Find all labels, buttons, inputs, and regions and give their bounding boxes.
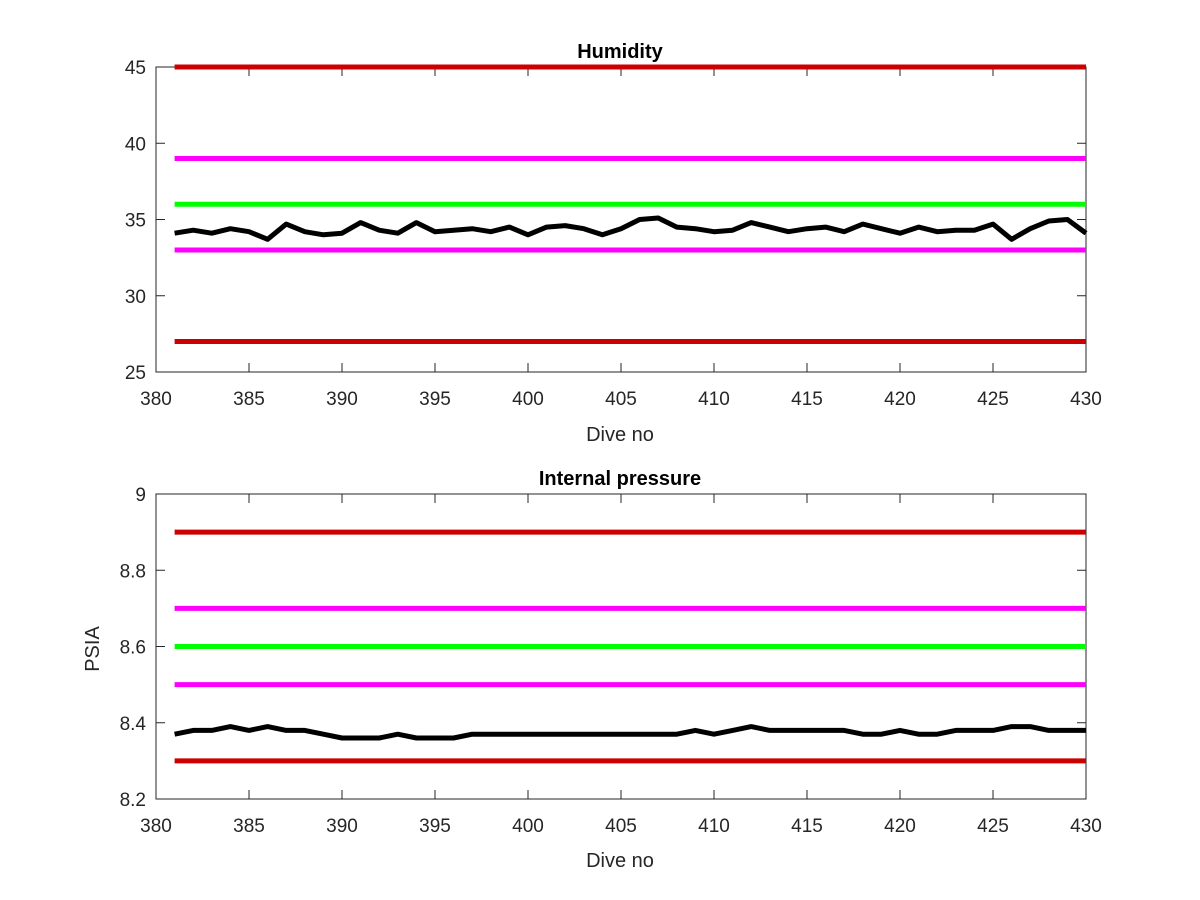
x-tick-label: 400 (512, 389, 544, 410)
x-tick-label: 380 (140, 816, 172, 837)
chart-title: Humidity (577, 41, 663, 63)
x-tick-label: 390 (326, 389, 358, 410)
x-tick-label: 385 (233, 389, 265, 410)
y-tick-label: 8.4 (120, 714, 147, 735)
y-tick-label: 45 (125, 58, 146, 79)
humidity-chart: Humidity Dive no 380 385 390 395 400 405 410 41… (125, 41, 1102, 446)
x-tick-label: 430 (1070, 389, 1102, 410)
y-tick-label: 8.6 (120, 638, 146, 659)
x-tick-label: 405 (605, 389, 637, 410)
x-tick-label: 420 (884, 389, 916, 410)
x-tick-label: 415 (791, 389, 823, 410)
y-tick-label: 30 (125, 287, 146, 308)
y-tick-label: 25 (125, 363, 146, 384)
x-tick-label: 405 (605, 816, 637, 837)
chart-title: Internal pressure (539, 468, 701, 490)
x-tick-label: 395 (419, 816, 451, 837)
y-tick-label: 8.8 (120, 561, 146, 582)
y-tick-label: 35 (125, 211, 146, 232)
x-axis-label: Dive no (586, 850, 654, 872)
x-tick-label: 410 (698, 389, 730, 410)
y-tick-label: 40 (125, 134, 146, 155)
data-series-line (174, 215, 1088, 242)
data-series-line (174, 724, 1086, 741)
x-axis-label: Dive no (586, 424, 654, 446)
x-tick-label: 385 (233, 816, 265, 837)
x-tick-label: 425 (977, 389, 1009, 410)
x-tick-label: 420 (884, 816, 916, 837)
x-tick-label: 415 (791, 816, 823, 837)
x-tick-label: 400 (512, 816, 544, 837)
x-tick-label: 390 (326, 816, 358, 837)
internal-pressure-chart: Internal pressure Dive no PSIA 380 385 390… (82, 468, 1102, 872)
x-tick-label: 380 (140, 389, 172, 410)
y-tick-label: 9 (135, 485, 146, 506)
axes-box (155, 66, 1087, 373)
y-axis-label: PSIA (82, 626, 104, 672)
y-tick-label: 8.2 (120, 790, 146, 811)
x-tick-label: 395 (419, 389, 451, 410)
x-tick-label: 425 (977, 816, 1009, 837)
x-tick-label: 410 (698, 816, 730, 837)
x-tick-label: 430 (1070, 816, 1102, 837)
